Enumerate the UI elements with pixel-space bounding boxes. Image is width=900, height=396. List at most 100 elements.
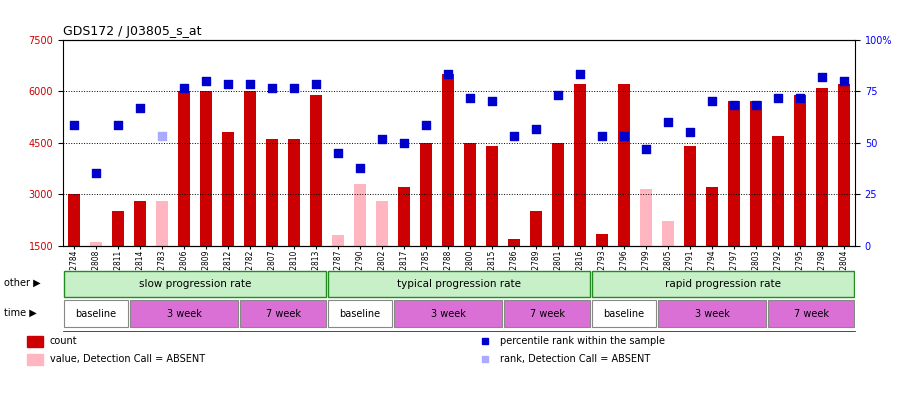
Text: 3 week: 3 week xyxy=(166,309,202,319)
FancyBboxPatch shape xyxy=(768,301,854,327)
Bar xyxy=(706,187,718,246)
Point xyxy=(793,95,807,101)
Bar xyxy=(838,84,850,246)
FancyBboxPatch shape xyxy=(504,301,590,327)
Text: rapid progression rate: rapid progression rate xyxy=(665,279,781,289)
Bar xyxy=(112,211,124,246)
Bar xyxy=(640,189,652,246)
Point xyxy=(705,98,719,105)
Point xyxy=(814,74,829,80)
Point xyxy=(353,165,367,171)
Text: 3 week: 3 week xyxy=(430,309,465,319)
Bar xyxy=(244,91,256,246)
Point xyxy=(331,150,346,156)
Bar xyxy=(662,221,674,246)
Bar xyxy=(398,187,410,246)
Point xyxy=(89,170,104,177)
Text: slow progression rate: slow progression rate xyxy=(139,279,251,289)
Point xyxy=(397,139,411,146)
Bar xyxy=(442,74,454,246)
FancyBboxPatch shape xyxy=(394,301,502,327)
Text: percentile rank within the sample: percentile rank within the sample xyxy=(500,336,664,346)
Bar xyxy=(816,88,828,246)
Point xyxy=(67,122,81,129)
Bar xyxy=(574,84,586,246)
Bar xyxy=(596,234,608,246)
Point xyxy=(441,71,455,77)
FancyBboxPatch shape xyxy=(64,301,128,327)
Point xyxy=(661,119,675,125)
Point xyxy=(111,122,125,129)
Point xyxy=(155,133,169,139)
FancyBboxPatch shape xyxy=(592,301,656,327)
Text: value, Detection Call = ABSENT: value, Detection Call = ABSENT xyxy=(50,354,204,364)
FancyBboxPatch shape xyxy=(130,301,238,327)
Point xyxy=(572,71,587,77)
Bar xyxy=(288,139,300,246)
Point xyxy=(507,133,521,139)
Point xyxy=(837,78,851,84)
Text: baseline: baseline xyxy=(76,309,117,319)
Text: time ▶: time ▶ xyxy=(4,308,37,318)
Text: typical progression rate: typical progression rate xyxy=(397,279,521,289)
Text: 7 week: 7 week xyxy=(794,309,829,319)
Bar xyxy=(794,95,806,246)
Point xyxy=(529,126,544,132)
Bar xyxy=(156,201,168,246)
Bar xyxy=(728,101,740,246)
FancyBboxPatch shape xyxy=(328,271,590,297)
Bar xyxy=(90,242,102,246)
Bar xyxy=(376,201,388,246)
Bar xyxy=(750,101,762,246)
Bar xyxy=(222,132,234,246)
Bar xyxy=(464,143,476,246)
FancyBboxPatch shape xyxy=(592,271,854,297)
Bar xyxy=(266,139,278,246)
Bar xyxy=(134,201,146,246)
Point xyxy=(616,133,631,139)
FancyBboxPatch shape xyxy=(658,301,766,327)
Text: baseline: baseline xyxy=(339,309,381,319)
Bar xyxy=(618,84,630,246)
Bar xyxy=(332,235,344,246)
Text: count: count xyxy=(50,336,77,346)
Point xyxy=(639,146,653,152)
Point xyxy=(463,95,477,101)
Point xyxy=(220,81,235,88)
Bar xyxy=(508,239,520,246)
Point xyxy=(595,133,609,139)
Bar xyxy=(684,146,696,246)
Text: baseline: baseline xyxy=(603,309,644,319)
Bar xyxy=(27,336,43,347)
Text: GDS172 / J03805_s_at: GDS172 / J03805_s_at xyxy=(63,25,202,38)
Text: 3 week: 3 week xyxy=(695,309,729,319)
Point xyxy=(133,105,148,111)
Text: 7 week: 7 week xyxy=(266,309,301,319)
Point xyxy=(485,98,500,105)
Bar xyxy=(310,95,322,246)
Point xyxy=(243,81,257,88)
Text: rank, Detection Call = ABSENT: rank, Detection Call = ABSENT xyxy=(500,354,650,364)
Bar xyxy=(68,194,80,246)
Point xyxy=(176,84,191,91)
Point xyxy=(418,122,433,129)
FancyBboxPatch shape xyxy=(64,271,326,297)
Point xyxy=(287,84,302,91)
Bar xyxy=(27,354,43,365)
FancyBboxPatch shape xyxy=(328,301,392,327)
Text: 7 week: 7 week xyxy=(529,309,564,319)
Bar xyxy=(772,136,784,246)
Point xyxy=(749,102,763,108)
Point xyxy=(683,129,698,135)
Bar xyxy=(552,143,564,246)
Point xyxy=(374,136,389,142)
Bar xyxy=(200,91,212,246)
Text: other ▶: other ▶ xyxy=(4,278,41,288)
Point xyxy=(309,81,323,88)
Bar xyxy=(530,211,542,246)
Point xyxy=(727,102,742,108)
Bar xyxy=(354,184,366,246)
Point xyxy=(770,95,785,101)
Bar xyxy=(486,146,498,246)
FancyBboxPatch shape xyxy=(240,301,326,327)
